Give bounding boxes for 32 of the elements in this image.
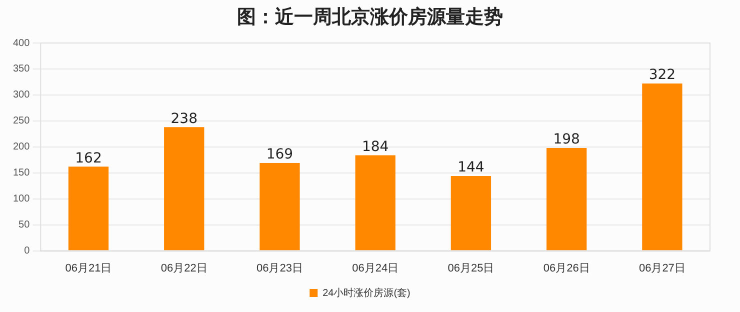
y-tick-label: 150 bbox=[12, 168, 30, 179]
bar bbox=[450, 176, 492, 250]
data-label: 169 bbox=[266, 146, 294, 163]
y-tick-label: 100 bbox=[12, 194, 30, 205]
y-tick-label: 350 bbox=[12, 64, 30, 75]
x-tick-label: 06月24日 bbox=[352, 262, 399, 274]
y-tick-label: 400 bbox=[12, 38, 30, 49]
x-tick-label: 06月22日 bbox=[160, 262, 208, 274]
x-tick-label: 06月23日 bbox=[256, 262, 303, 274]
y-tick-label: 200 bbox=[12, 142, 30, 153]
bar bbox=[68, 166, 109, 250]
x-tick-label: 06月25日 bbox=[448, 262, 494, 274]
data-label: 238 bbox=[170, 110, 198, 127]
bar bbox=[355, 155, 396, 250]
data-label: 162 bbox=[75, 150, 102, 166]
bar bbox=[260, 163, 300, 250]
y-tick-label: 50 bbox=[18, 220, 30, 231]
data-label: 322 bbox=[648, 67, 676, 84]
bar bbox=[642, 84, 682, 250]
bar bbox=[546, 148, 587, 250]
x-tick-label: 06月21日 bbox=[65, 262, 112, 274]
x-tick-label: 06月26日 bbox=[543, 262, 590, 274]
x-tick-label: 06月27日 bbox=[638, 262, 686, 274]
y-tick-label: 300 bbox=[12, 90, 30, 101]
y-tick-label: 0 bbox=[24, 246, 30, 257]
legend-label: 24小时涨价房源(套) bbox=[322, 286, 410, 299]
bar bbox=[164, 127, 204, 250]
data-label: 198 bbox=[553, 132, 580, 148]
data-label: 144 bbox=[458, 160, 484, 176]
y-tick-label: 250 bbox=[12, 116, 30, 127]
data-label: 184 bbox=[362, 138, 389, 155]
chart-title: 图：近一周北京涨价房源量走势 bbox=[236, 5, 504, 30]
